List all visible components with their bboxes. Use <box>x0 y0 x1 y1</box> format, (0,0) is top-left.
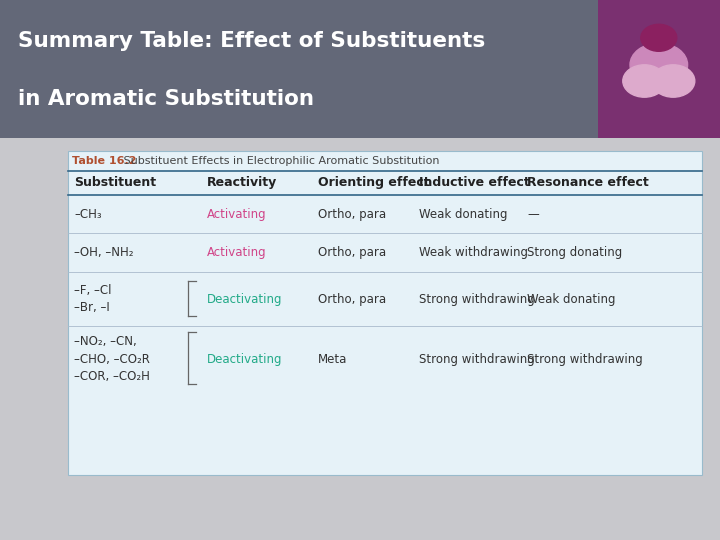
Text: Deactivating: Deactivating <box>207 353 283 366</box>
Text: –F, –Cl: –F, –Cl <box>74 284 112 297</box>
Text: —: — <box>527 207 539 220</box>
Text: Substituent Effects in Electrophilic Aromatic Substitution: Substituent Effects in Electrophilic Aro… <box>120 156 440 166</box>
Text: Weak donating: Weak donating <box>527 293 616 306</box>
Text: Ortho, para: Ortho, para <box>318 207 386 220</box>
Text: Weak donating: Weak donating <box>420 207 508 220</box>
Text: Strong withdrawing: Strong withdrawing <box>420 353 535 366</box>
Text: Weak withdrawing: Weak withdrawing <box>420 246 528 259</box>
Text: –COR, –CO₂H: –COR, –CO₂H <box>74 370 150 383</box>
Text: Strong withdrawing: Strong withdrawing <box>527 353 643 366</box>
Circle shape <box>630 43 688 86</box>
Text: Meta: Meta <box>318 353 348 366</box>
Text: Reactivity: Reactivity <box>207 177 277 190</box>
Circle shape <box>652 65 695 97</box>
Bar <box>68 151 702 475</box>
Text: –Br, –I: –Br, –I <box>74 301 110 314</box>
Text: Deactivating: Deactivating <box>207 293 283 306</box>
Circle shape <box>623 65 666 97</box>
Text: –CH₃: –CH₃ <box>74 207 102 220</box>
Text: Strong withdrawing: Strong withdrawing <box>420 293 535 306</box>
Text: Ortho, para: Ortho, para <box>318 246 386 259</box>
Text: Activating: Activating <box>207 207 267 220</box>
Text: Inductive effect: Inductive effect <box>420 177 530 190</box>
Bar <box>598 0 720 138</box>
Bar <box>0 0 720 138</box>
Text: –CHO, –CO₂R: –CHO, –CO₂R <box>74 353 150 366</box>
Text: Substituent: Substituent <box>74 177 156 190</box>
Text: Orienting effect: Orienting effect <box>318 177 430 190</box>
Text: –OH, –NH₂: –OH, –NH₂ <box>74 246 134 259</box>
Circle shape <box>641 24 677 51</box>
Text: Activating: Activating <box>207 246 267 259</box>
Text: –NO₂, –CN,: –NO₂, –CN, <box>74 335 137 348</box>
Text: Strong donating: Strong donating <box>527 246 622 259</box>
Text: Ortho, para: Ortho, para <box>318 293 386 306</box>
Text: Resonance effect: Resonance effect <box>527 177 649 190</box>
Text: Summary Table: Effect of Substituents: Summary Table: Effect of Substituents <box>18 31 485 51</box>
Text: Table 16.2: Table 16.2 <box>72 156 137 166</box>
Text: in Aromatic Substitution: in Aromatic Substitution <box>18 89 314 109</box>
